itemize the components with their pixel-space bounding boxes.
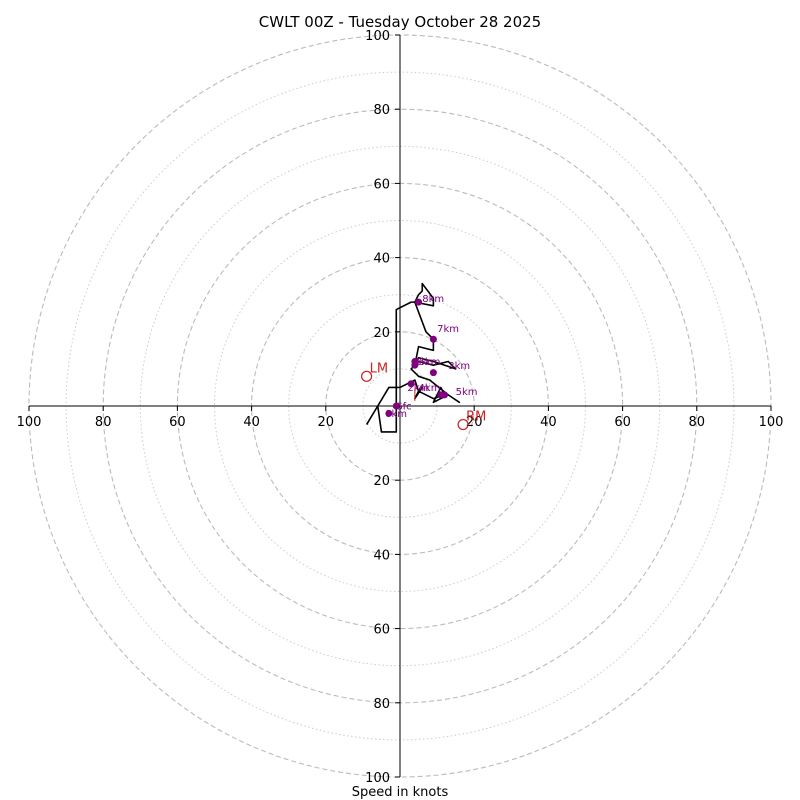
hodograph-trace <box>365 282 461 433</box>
km-point <box>415 298 423 306</box>
km-label-8km: 8km <box>422 294 444 305</box>
y-tick-label: 40 <box>373 548 390 563</box>
axes <box>29 35 771 777</box>
x-tick-label: 60 <box>614 415 631 430</box>
right-mover-marker <box>457 418 469 431</box>
left-mover-label: LM <box>370 361 388 376</box>
y-tick-label: 20 <box>373 474 390 489</box>
km-point <box>411 357 419 365</box>
km-point <box>429 369 437 377</box>
x-tick-label: 100 <box>759 415 784 430</box>
y-tick-label: 80 <box>373 697 390 712</box>
y-tick-label: 40 <box>373 252 390 267</box>
km-label-6km: 6km <box>419 357 441 368</box>
x-tick-label: 40 <box>243 415 260 430</box>
tick-labels: 100 100 80 80 60 60 40 40 20 20 20 20 40 40 60 60 80 80 10… <box>17 29 784 786</box>
x-tick-label: 40 <box>540 415 557 430</box>
km-label-7km: 7km <box>437 324 459 335</box>
x-tick-label: 20 <box>466 415 483 430</box>
x-tick-label: 80 <box>95 415 112 430</box>
km-label-2km: 2km <box>407 383 429 394</box>
km-point <box>385 409 393 417</box>
hodograph-line <box>365 282 461 433</box>
y-tick-label: 100 <box>365 771 390 786</box>
x-tick-label: 20 <box>318 415 335 430</box>
km-point <box>429 335 437 343</box>
km-point <box>392 402 400 410</box>
y-tick-label: 100 <box>365 29 390 44</box>
x-tick-label: 60 <box>169 415 186 430</box>
km-points <box>385 298 449 417</box>
km-label-1km: 1km <box>415 357 437 368</box>
km-point <box>407 380 415 388</box>
left-mover-marker <box>361 370 373 382</box>
y-tick-label: 80 <box>373 103 390 118</box>
km-label-4km: 4km <box>419 383 441 394</box>
km-label-5km: 5km <box>456 387 478 398</box>
km-label-3km: 3km <box>448 361 470 372</box>
storm-motion: LM RM <box>361 361 486 431</box>
right-mover-label: RM <box>466 410 486 425</box>
x-axis-label: Speed in knots <box>352 785 449 800</box>
y-tick-label: 60 <box>373 623 390 638</box>
x-tick-label: 80 <box>689 415 706 430</box>
km-labels: 0km 1km 2km 3km 4km 5km 6km 7km 8km Sfc <box>385 294 477 420</box>
y-tick-label: 60 <box>373 177 390 192</box>
chart-title: CWLT 00Z - Tuesday October 28 2025 <box>259 13 541 31</box>
km-point <box>441 391 449 399</box>
km-label-0km: 0km <box>385 409 407 420</box>
x-tick-label: 100 <box>17 415 42 430</box>
km-label-sfc: Sfc <box>396 402 411 413</box>
y-tick-label: 20 <box>373 326 390 341</box>
